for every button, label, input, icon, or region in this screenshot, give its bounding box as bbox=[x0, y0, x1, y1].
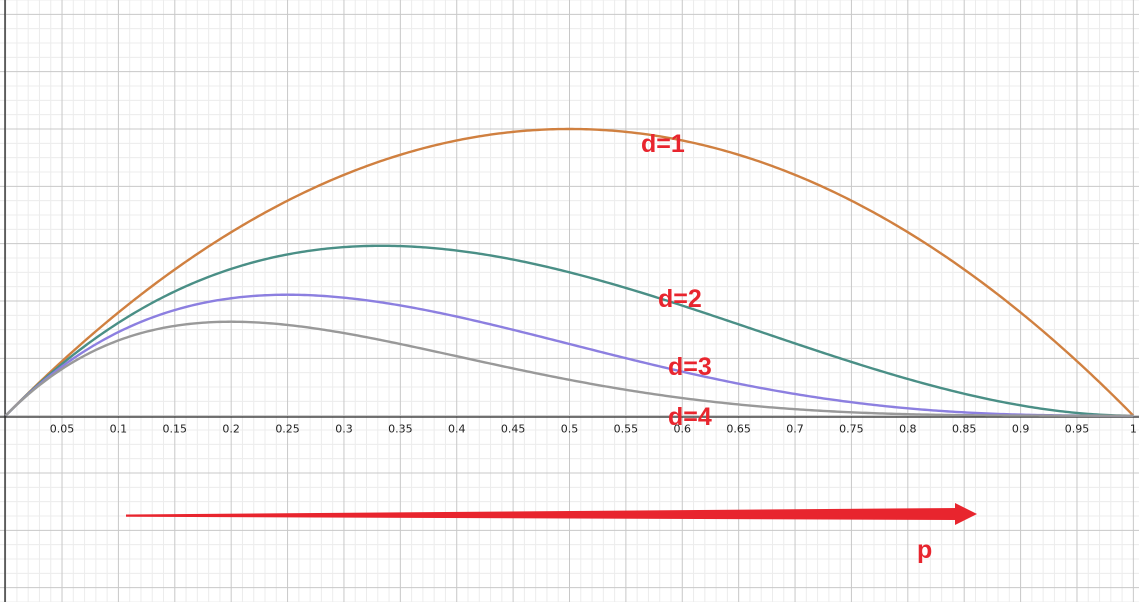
direction-arrow bbox=[126, 503, 977, 525]
x-tick-labels: 0.05 0.1 0.15 0.2 0.25 0.3 0.35 0.4 0.45 0.5 0.55 0… bbox=[50, 423, 1137, 436]
x-tick-label: 1 bbox=[1130, 423, 1137, 436]
x-tick-label: 0.65 bbox=[726, 423, 751, 436]
label-d3: d=3 bbox=[668, 353, 712, 381]
x-tick-label: 0.5 bbox=[561, 423, 579, 436]
x-tick-label: 0.35 bbox=[388, 423, 413, 436]
x-tick-label: 0.9 bbox=[1012, 423, 1030, 436]
x-tick-label: 0.3 bbox=[335, 423, 353, 436]
arrow-head bbox=[955, 503, 977, 525]
x-tick-label: 0.6 bbox=[674, 423, 692, 436]
x-tick-label: 0.55 bbox=[614, 423, 639, 436]
x-tick-label: 0.05 bbox=[50, 423, 75, 436]
x-tick-label: 0.7 bbox=[786, 423, 804, 436]
x-tick-label: 0.95 bbox=[1065, 423, 1090, 436]
x-tick-label: 0.8 bbox=[899, 423, 917, 436]
x-tick-label: 0.85 bbox=[952, 423, 977, 436]
x-tick-label: 0.4 bbox=[448, 423, 466, 436]
series-line-d3 bbox=[4, 293, 1134, 417]
x-tick-label: 0.25 bbox=[275, 423, 300, 436]
arrow-shaft bbox=[126, 508, 960, 520]
x-tick-label: 0.2 bbox=[222, 423, 240, 436]
label-d4: d=4 bbox=[668, 403, 712, 431]
curves bbox=[4, 127, 1135, 417]
series-line-d1 bbox=[4, 127, 1135, 417]
series-line-d2 bbox=[4, 244, 1134, 417]
label-p: p bbox=[917, 536, 932, 564]
label-d1: d=1 bbox=[641, 130, 685, 158]
x-tick-label: 0.45 bbox=[501, 423, 526, 436]
x-tick-label: 0.1 bbox=[110, 423, 128, 436]
series-line-d4 bbox=[4, 320, 1134, 417]
x-tick-label: 0.15 bbox=[163, 423, 188, 436]
x-tick-label: 0.75 bbox=[839, 423, 864, 436]
label-d2: d=2 bbox=[658, 285, 702, 313]
